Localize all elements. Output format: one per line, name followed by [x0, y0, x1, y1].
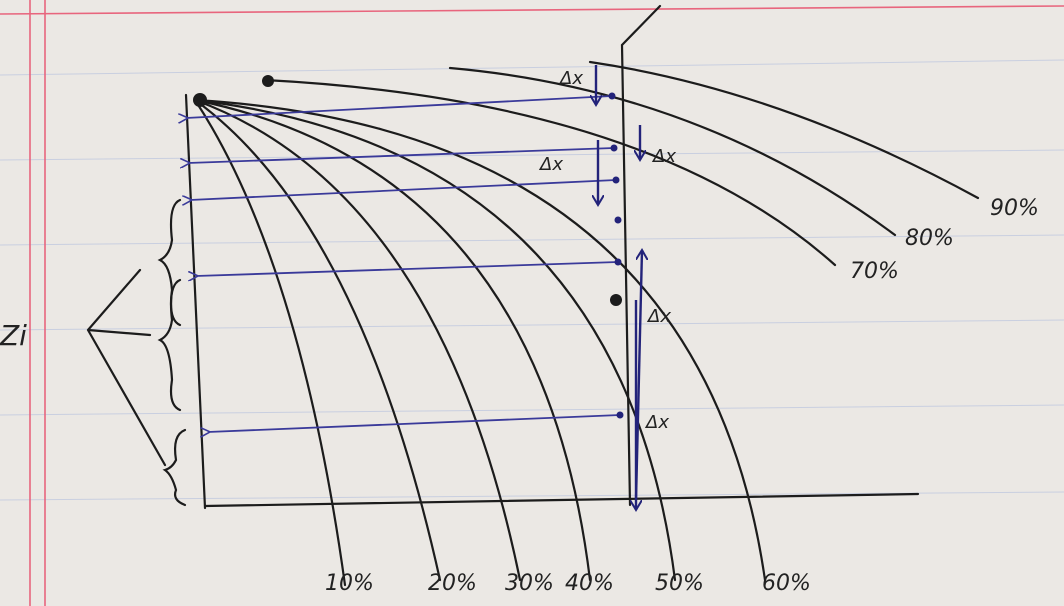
curve-label: 30%	[505, 571, 554, 596]
curve-label: 50%	[655, 571, 704, 596]
curve-label: 60%	[762, 571, 811, 596]
delta-label: Δx	[651, 146, 676, 167]
delta-label: Δx	[558, 68, 583, 89]
delta-label: Δx	[538, 154, 563, 175]
curve-label: 10%	[325, 571, 374, 596]
curve-label: 90%	[990, 196, 1039, 221]
curve-label: 80%	[905, 226, 954, 251]
delta-label: Δx	[644, 412, 669, 433]
delta-label: Δx	[646, 306, 671, 327]
diagram: 10% 20% 30% 40% 50% 60% 70%80% 90% Δx Δx Δx Δx Δx Zi	[0, 0, 1064, 606]
curve-label: 20%	[428, 571, 477, 596]
depth-label: Zi	[0, 319, 27, 352]
curve-label: 40%	[565, 571, 614, 596]
paper	[0, 0, 1064, 606]
curve-label: 70%	[850, 259, 899, 284]
